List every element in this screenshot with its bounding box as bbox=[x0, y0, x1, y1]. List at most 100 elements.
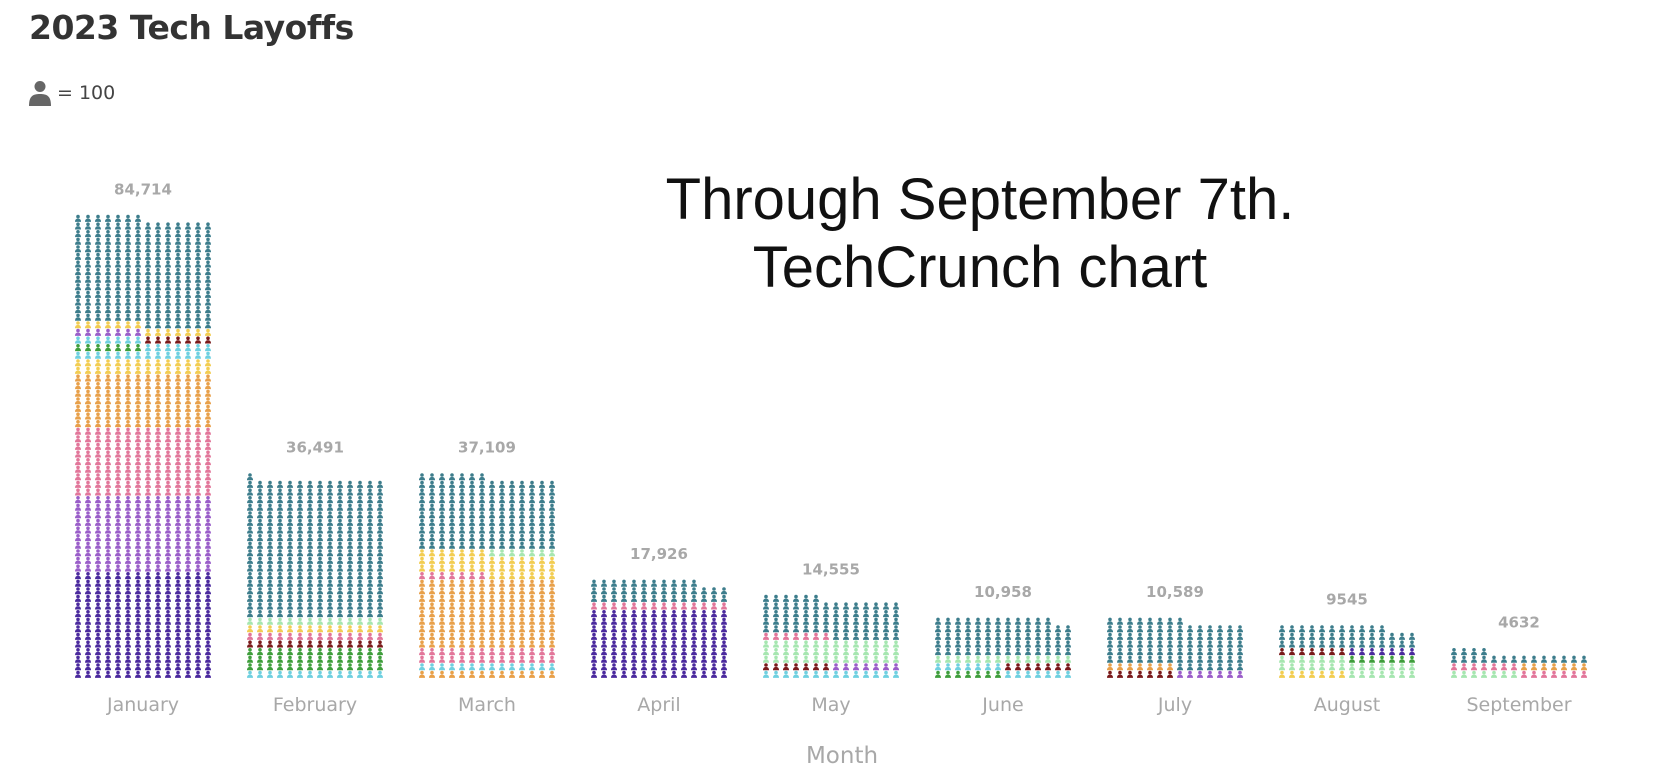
person-mark bbox=[691, 632, 697, 640]
person-mark bbox=[195, 427, 201, 435]
person-mark bbox=[327, 655, 333, 663]
person-mark bbox=[155, 480, 161, 488]
person-mark bbox=[519, 564, 525, 572]
person-mark bbox=[145, 374, 151, 382]
person-mark bbox=[1389, 663, 1395, 671]
person-mark bbox=[1369, 655, 1375, 663]
person-mark bbox=[287, 526, 293, 534]
person-mark bbox=[287, 488, 293, 496]
person-mark bbox=[499, 648, 505, 656]
person-mark bbox=[429, 632, 435, 640]
person-mark bbox=[1289, 663, 1295, 671]
person-mark bbox=[165, 230, 171, 238]
person-mark bbox=[469, 511, 475, 519]
person-mark bbox=[1177, 648, 1183, 656]
person-mark bbox=[175, 366, 181, 374]
person-mark bbox=[1005, 632, 1011, 640]
person-mark bbox=[125, 412, 131, 420]
person-mark bbox=[1197, 640, 1203, 648]
person-mark bbox=[155, 359, 161, 367]
person-mark bbox=[1107, 655, 1113, 663]
person-mark bbox=[377, 632, 383, 640]
person-mark bbox=[247, 534, 253, 542]
person-mark bbox=[205, 442, 211, 450]
person-mark bbox=[509, 526, 515, 534]
person-mark bbox=[549, 617, 555, 625]
person-mark bbox=[297, 663, 303, 671]
person-mark bbox=[105, 252, 111, 260]
person-mark bbox=[783, 655, 789, 663]
person-mark bbox=[75, 534, 81, 542]
person-mark bbox=[85, 435, 91, 443]
person-mark bbox=[257, 655, 263, 663]
person-mark bbox=[267, 617, 273, 625]
person-mark bbox=[337, 587, 343, 595]
person-mark bbox=[135, 458, 141, 466]
person-mark bbox=[711, 610, 717, 618]
person-mark bbox=[539, 503, 545, 511]
person-mark bbox=[185, 359, 191, 367]
person-mark bbox=[1005, 663, 1011, 671]
person-mark bbox=[115, 663, 121, 671]
person-mark bbox=[75, 610, 81, 618]
person-mark bbox=[367, 518, 373, 526]
person-mark bbox=[115, 306, 121, 314]
person-mark bbox=[1157, 670, 1163, 678]
person-mark bbox=[499, 572, 505, 580]
person-mark bbox=[205, 420, 211, 428]
person-mark bbox=[165, 237, 171, 245]
person-mark bbox=[105, 412, 111, 420]
person-mark bbox=[125, 306, 131, 314]
person-mark bbox=[357, 663, 363, 671]
person-mark bbox=[955, 670, 961, 678]
person-mark bbox=[85, 313, 91, 321]
person-mark bbox=[651, 632, 657, 640]
person-mark bbox=[439, 594, 445, 602]
person-mark bbox=[337, 655, 343, 663]
person-mark bbox=[95, 389, 101, 397]
person-mark bbox=[185, 283, 191, 291]
person-mark bbox=[145, 564, 151, 572]
person-mark bbox=[671, 587, 677, 595]
person-mark bbox=[1309, 655, 1315, 663]
person-mark bbox=[691, 617, 697, 625]
person-mark bbox=[205, 268, 211, 276]
person-mark bbox=[115, 313, 121, 321]
person-mark bbox=[247, 587, 253, 595]
person-mark bbox=[449, 518, 455, 526]
person-mark bbox=[469, 534, 475, 542]
person-mark bbox=[307, 541, 313, 549]
person-mark bbox=[803, 663, 809, 671]
person-mark bbox=[297, 640, 303, 648]
person-mark bbox=[135, 655, 141, 663]
person-mark bbox=[873, 625, 879, 633]
person-mark bbox=[549, 670, 555, 678]
person-mark bbox=[701, 640, 707, 648]
person-mark bbox=[671, 602, 677, 610]
person-mark bbox=[95, 480, 101, 488]
person-mark bbox=[1339, 663, 1345, 671]
person-mark bbox=[327, 556, 333, 564]
person-mark bbox=[459, 503, 465, 511]
person-mark bbox=[1127, 625, 1133, 633]
person-mark bbox=[205, 572, 211, 580]
person-mark bbox=[347, 541, 353, 549]
person-mark bbox=[185, 245, 191, 253]
person-mark bbox=[681, 625, 687, 633]
person-mark bbox=[195, 534, 201, 542]
person-mark bbox=[297, 541, 303, 549]
person-mark bbox=[1045, 648, 1051, 656]
person-mark bbox=[893, 670, 899, 678]
person-mark bbox=[115, 617, 121, 625]
person-mark bbox=[85, 359, 91, 367]
person-mark bbox=[267, 564, 273, 572]
person-mark bbox=[539, 496, 545, 504]
person-mark bbox=[1035, 640, 1041, 648]
person-mark bbox=[267, 488, 273, 496]
person-mark bbox=[1309, 663, 1315, 671]
person-mark bbox=[367, 648, 373, 656]
person-mark bbox=[185, 450, 191, 458]
person-mark bbox=[205, 450, 211, 458]
person-mark bbox=[459, 587, 465, 595]
